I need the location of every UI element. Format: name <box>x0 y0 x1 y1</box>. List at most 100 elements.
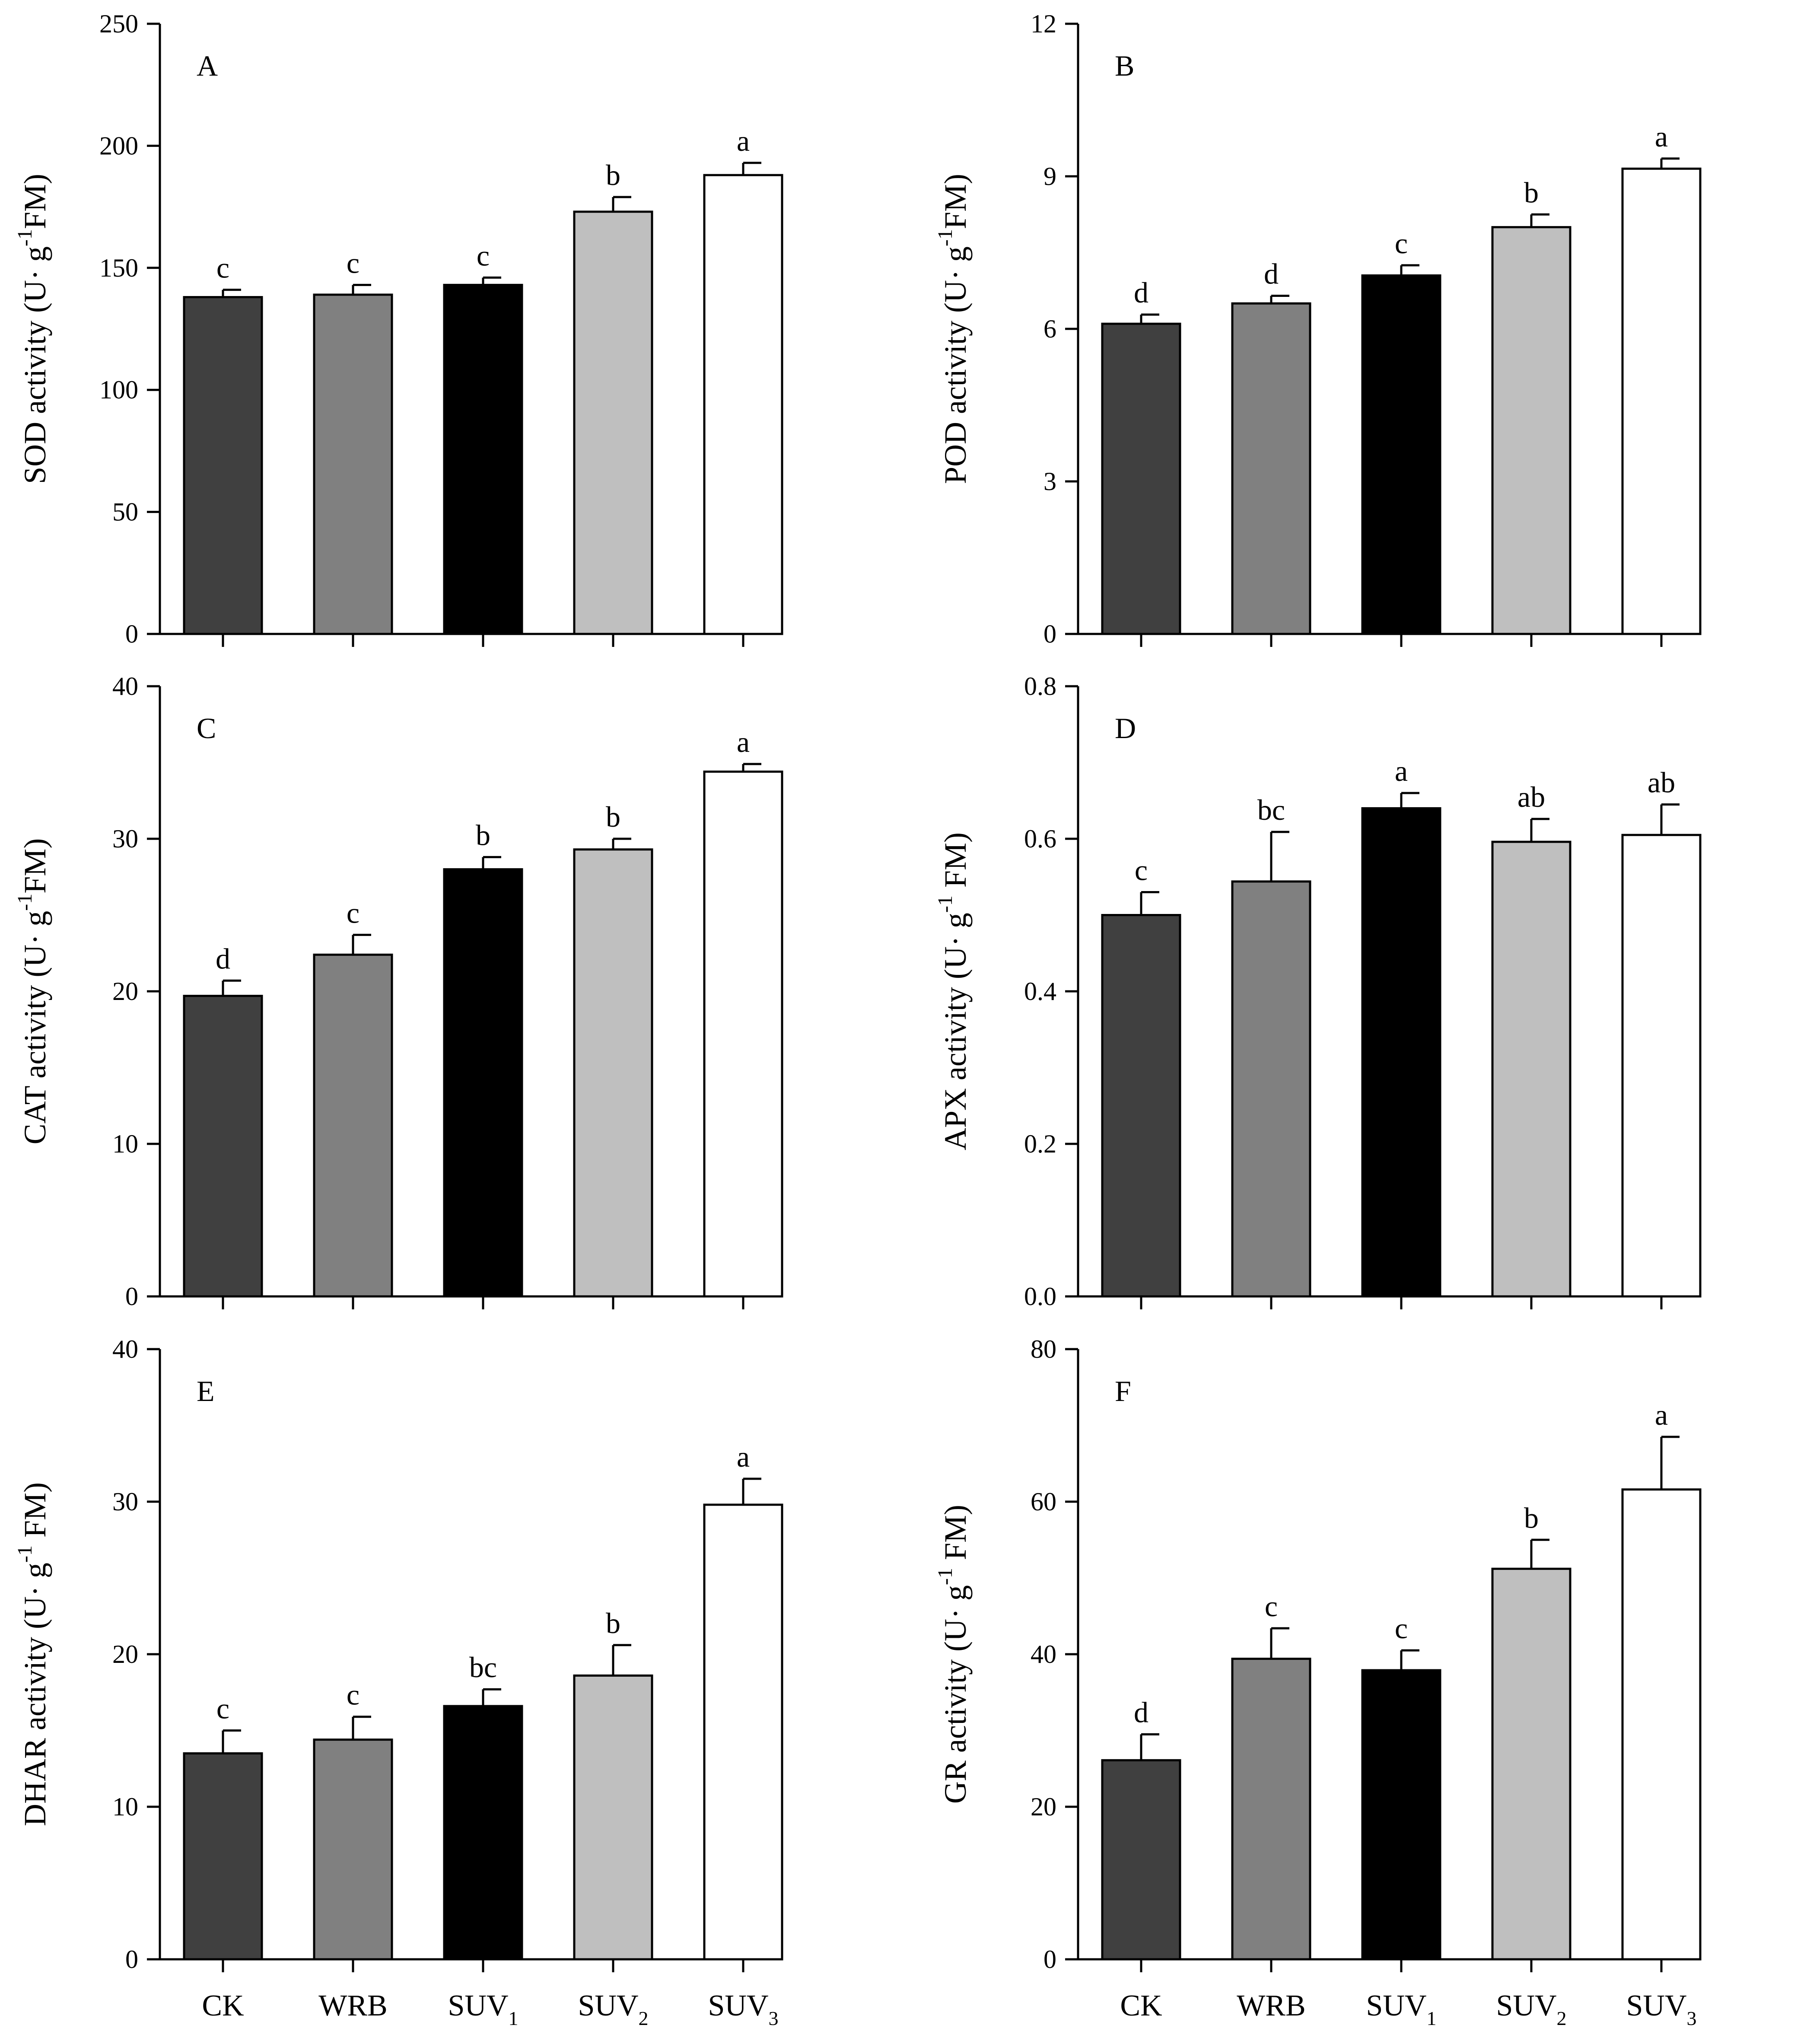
bar-suv2 <box>573 210 653 635</box>
y-tick-label: 200 <box>99 131 138 160</box>
bar-suv3 <box>1621 167 1702 635</box>
y-tick-label: 10 <box>112 1792 138 1821</box>
bar-wrb <box>1231 880 1311 1298</box>
panel-b: 0 3 6 9 12 B POD activity (U· g-1FM) d d c b a <box>934 10 1702 648</box>
y-axis-label: DHAR activity (U· g-1 FM) <box>13 1482 52 1826</box>
y-tick-label: 0 <box>1043 620 1056 648</box>
y-tick-label: 80 <box>1031 1335 1056 1363</box>
panel-label: E <box>197 1375 215 1407</box>
significance-letter: c <box>1395 1612 1408 1645</box>
significance-letter: a <box>737 124 750 157</box>
significance-letter: bc <box>469 1651 497 1684</box>
bar-suv2 <box>573 848 653 1298</box>
x-tick-label: SUV3 <box>708 1989 778 2029</box>
y-tick-label: 0 <box>125 620 138 648</box>
significance-letter: a <box>737 1440 750 1473</box>
significance-letter: c <box>216 1692 229 1725</box>
y-tick-label: 150 <box>99 254 138 282</box>
bar-wrb <box>313 1738 393 1961</box>
y-tick-label: 20 <box>112 977 138 1006</box>
y-tick-label: 40 <box>1031 1640 1056 1668</box>
y-tick-label: 30 <box>112 1487 138 1516</box>
y-tick-label: 6 <box>1043 315 1056 343</box>
significance-letter: d <box>216 942 230 975</box>
y-tick-label: 0.8 <box>1024 672 1056 700</box>
y-axis-label: SOD activity (U· g-1FM) <box>13 174 52 484</box>
panel-a: 0 50 100 150 200 250 A SOD activity (U· g-1FM) c… <box>13 10 783 648</box>
significance-letter: c <box>1135 854 1148 887</box>
bar-ck <box>183 296 263 635</box>
panel-label: D <box>1115 712 1136 745</box>
x-tick-label: WRB <box>1237 1989 1305 2022</box>
y-tick-label: 0.2 <box>1024 1130 1056 1158</box>
bar-suv1 <box>1361 807 1441 1298</box>
x-tick-label: SUV2 <box>1496 1989 1566 2029</box>
bar-suv2 <box>573 1674 653 1961</box>
y-axis-label: CAT activity (U· g-1FM) <box>13 838 52 1145</box>
y-tick-label: 20 <box>1031 1792 1056 1821</box>
x-tick-label: SUV1 <box>1366 1989 1436 2029</box>
bar-suv1 <box>443 1705 523 1961</box>
bar-suv1 <box>443 283 523 635</box>
significance-letter: b <box>1524 176 1539 209</box>
y-axis-label: APX activity (U· g-1 FM) <box>934 832 973 1150</box>
panel-label: B <box>1115 49 1134 82</box>
panel-d: 0.0 0.2 0.4 0.6 0.8 D APX activity (U· g-1 FM)… <box>934 672 1702 1311</box>
bar-suv3 <box>703 174 783 635</box>
bar-suv3 <box>703 1503 783 1961</box>
significance-letter: c <box>1395 227 1408 260</box>
bar-suv3 <box>703 770 783 1298</box>
y-tick-label: 12 <box>1031 10 1056 38</box>
bar-suv1 <box>443 868 523 1298</box>
y-tick-label: 30 <box>112 825 138 853</box>
x-tick-label: SUV3 <box>1626 1989 1696 2029</box>
bar-suv2 <box>1491 1567 1572 1961</box>
bar-ck <box>1101 322 1181 635</box>
panel-label: F <box>1115 1375 1131 1407</box>
significance-letter: c <box>347 896 359 929</box>
significance-letter: ab <box>1517 780 1545 813</box>
panel-c: 0 10 20 30 40 C CAT activity (U· g-1FM) d c b b a <box>13 672 783 1311</box>
bar-wrb <box>313 293 393 635</box>
significance-letter: a <box>737 726 750 758</box>
panel-label: A <box>197 49 218 82</box>
y-axis-label: POD activity (U· g-1FM) <box>934 174 973 484</box>
bar-suv3 <box>1621 834 1702 1298</box>
panel-e: 0 10 20 30 40 E DHAR activity (U· g-1 FM) c CK c W… <box>13 1335 783 2029</box>
significance-letter: c <box>1265 1590 1278 1623</box>
y-tick-label: 3 <box>1043 467 1056 496</box>
y-tick-label: 0.4 <box>1024 977 1056 1006</box>
y-axis-label: GR activity (U· g-1 FM) <box>934 1505 973 1804</box>
bar-suv2 <box>1491 226 1572 635</box>
y-tick-label: 20 <box>112 1640 138 1668</box>
x-tick-label: SUV2 <box>578 1989 648 2029</box>
significance-letter: ab <box>1648 766 1675 799</box>
bar-suv3 <box>1621 1488 1702 1961</box>
bar-suv2 <box>1491 841 1572 1298</box>
bar-suv1 <box>1361 1669 1441 1961</box>
bar-wrb <box>1231 1658 1311 1961</box>
bar-ck <box>1101 914 1181 1298</box>
y-tick-label: 9 <box>1043 162 1056 191</box>
y-tick-label: 0.0 <box>1024 1282 1056 1311</box>
y-tick-label: 40 <box>112 672 138 700</box>
x-tick-label: WRB <box>318 1989 387 2022</box>
panel-label: C <box>197 712 216 745</box>
significance-letter: a <box>1395 755 1408 787</box>
y-tick-label: 0.6 <box>1024 825 1056 853</box>
x-tick-label: SUV1 <box>448 1989 518 2029</box>
significance-letter: d <box>1134 1696 1148 1729</box>
y-tick-label: 10 <box>112 1130 138 1158</box>
bar-wrb <box>1231 302 1311 635</box>
significance-letter: a <box>1655 120 1668 153</box>
significance-letter: a <box>1655 1398 1668 1431</box>
bar-ck <box>183 995 263 1298</box>
x-tick-label: CK <box>1120 1989 1162 2022</box>
significance-letter: c <box>216 252 229 284</box>
significance-letter: c <box>477 239 490 272</box>
significance-letter: b <box>606 800 620 833</box>
significance-letter: b <box>476 818 490 851</box>
y-tick-label: 0 <box>1043 1945 1056 1974</box>
bar-ck <box>1101 1759 1181 1961</box>
